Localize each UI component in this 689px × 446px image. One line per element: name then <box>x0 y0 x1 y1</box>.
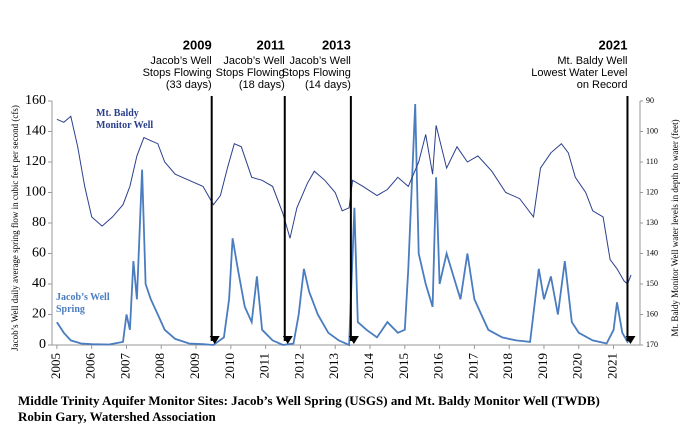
y2-tick-label: 120 <box>646 187 658 196</box>
annotation-text: Jacob’s Well <box>150 55 211 67</box>
annotation-text: (33 days) <box>166 79 212 91</box>
series-label: Mt. Baldy Monitor Well <box>96 108 154 131</box>
y2-tick-label: 140 <box>646 248 658 257</box>
y-tick-label: 20 <box>32 307 46 322</box>
y-tick-label: 100 <box>25 185 46 200</box>
y-tick-label: 0 <box>39 337 46 352</box>
y-tick-label: 140 <box>25 124 46 139</box>
x-tick-label: 2012 <box>291 353 306 379</box>
annotation-text: Jacob’s Well <box>290 55 351 67</box>
y2-tick-label: 100 <box>646 126 658 135</box>
x-tick-label: 2020 <box>570 353 585 379</box>
x-tick-label: 2008 <box>152 353 167 379</box>
series-label: Jacob’s Well Spring <box>56 292 110 315</box>
annotation-text: Jacob’s Well <box>223 55 284 67</box>
x-tick-label: 2017 <box>465 353 480 380</box>
annotation-text: Stops Flowing <box>282 67 351 79</box>
y2-tick-label: 110 <box>646 157 658 166</box>
x-tick-label: 2013 <box>326 353 341 379</box>
x-tick-label: 2016 <box>431 353 446 380</box>
x-tick-label: 2009 <box>187 353 202 379</box>
x-tick-label: 2006 <box>83 353 98 380</box>
y2-axis-label: Mt. Baldy Monitor Well water levels in d… <box>670 119 680 336</box>
y-tick-label: 40 <box>32 276 46 291</box>
x-tick-label: 2018 <box>500 353 515 379</box>
y2-tick-label: 90 <box>646 96 654 105</box>
annotation-text: (18 days) <box>239 79 285 91</box>
annotation-title: 2021 <box>599 37 628 52</box>
annotation-title: 2009 <box>183 37 212 52</box>
x-tick-label: 2014 <box>361 353 376 380</box>
x-tick-label: 2015 <box>396 353 411 379</box>
annotation-text: Stops Flowing <box>143 67 212 79</box>
caption: Middle Trinity Aquifer Monitor Sites: Ja… <box>18 393 600 408</box>
x-tick-label: 2007 <box>117 353 132 380</box>
x-tick-label: 2005 <box>48 353 63 379</box>
annotation-text: Mt. Baldy Well <box>557 55 627 67</box>
y-tick-label: 60 <box>32 246 46 261</box>
annotation-title: 2013 <box>322 37 351 52</box>
annotation-text: on Record <box>577 79 628 91</box>
y2-tick-label: 160 <box>646 309 658 318</box>
x-tick-label: 2019 <box>535 353 550 379</box>
x-tick-label: 2021 <box>605 353 620 379</box>
annotation-text: Stops Flowing <box>216 67 285 79</box>
series-line <box>56 115 632 285</box>
y2-tick-label: 150 <box>646 279 658 288</box>
y-axis-label: Jacob’s Well daily average spring flow i… <box>10 105 20 351</box>
annotation-text: Lowest Water Level <box>531 67 627 79</box>
caption: Robin Gary, Watershed Association <box>18 409 216 424</box>
y-tick-label: 80 <box>32 215 46 230</box>
x-tick-label: 2010 <box>222 353 237 379</box>
y2-tick-label: 130 <box>646 218 658 227</box>
y-tick-label: 120 <box>25 154 46 169</box>
y-tick-label: 160 <box>25 93 46 108</box>
annotation-title: 2011 <box>257 37 285 52</box>
x-tick-label: 2011 <box>257 353 272 379</box>
annotation-text: (14 days) <box>305 79 351 91</box>
y2-tick-label: 170 <box>646 340 658 349</box>
